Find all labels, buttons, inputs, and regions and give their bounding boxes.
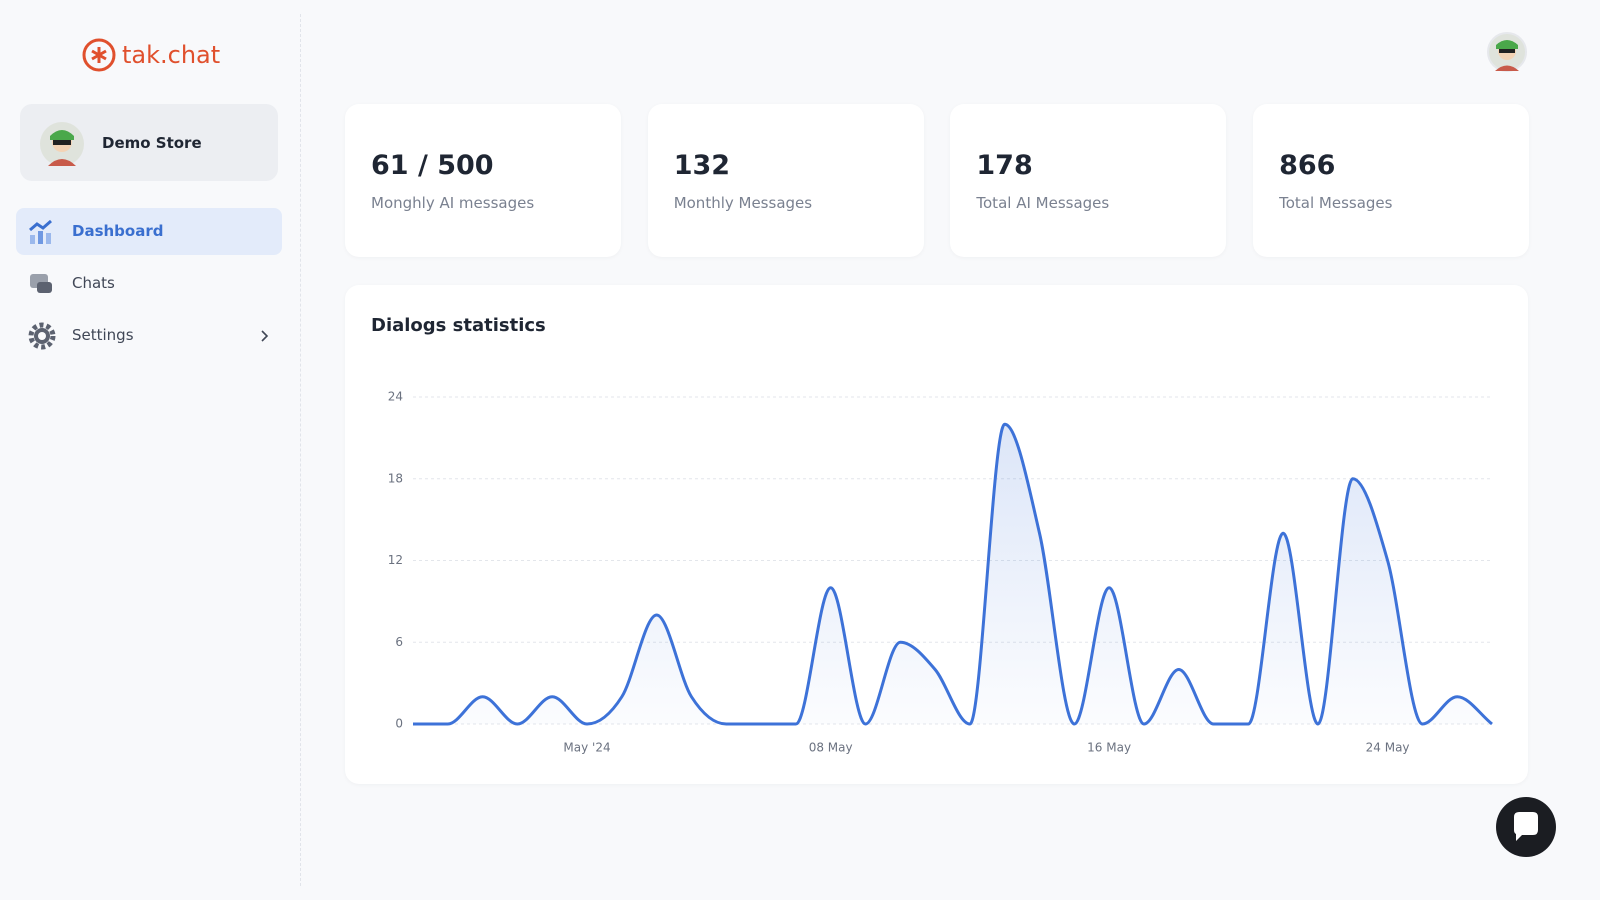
- y-tick-label: 6: [395, 635, 403, 649]
- x-tick-label: 16 May: [1087, 741, 1131, 755]
- stat-card: 132 Monthly Messages: [647, 104, 924, 257]
- stat-label: Total AI Messages: [976, 194, 1110, 212]
- y-tick-label: 18: [388, 471, 403, 485]
- chart: 0 6 12 18 24 May '24 08 May 16 May 24 May: [388, 390, 1493, 755]
- store-card[interactable]: Demo Store: [20, 104, 278, 181]
- stat-value: 61 / 500: [371, 150, 494, 181]
- avatar: [40, 122, 84, 166]
- stat-card: 178 Total AI Messages: [950, 104, 1227, 257]
- chart-title: Dialogs statistics: [371, 315, 546, 336]
- area: [413, 424, 1492, 724]
- nav-label: Settings: [72, 326, 134, 344]
- user-avatar[interactable]: [1487, 32, 1527, 72]
- nav-dashboard[interactable]: Dashboard: [16, 208, 282, 255]
- nav-label: Dashboard: [72, 222, 164, 240]
- nav-label: Chats: [72, 274, 115, 292]
- stat-card: 61 / 500 Monghly AI messages: [345, 104, 621, 257]
- stat-value: 866: [1279, 150, 1336, 181]
- settings-icon: [28, 322, 56, 350]
- chats-icon: [30, 274, 52, 293]
- nav-chats[interactable]: Chats: [16, 260, 282, 307]
- nav-settings[interactable]: Settings: [16, 312, 282, 359]
- chat-widget[interactable]: [1496, 797, 1556, 857]
- y-tick-label: 24: [388, 390, 403, 404]
- stat-value: 178: [976, 150, 1033, 181]
- logo[interactable]: tak.chat: [82, 38, 220, 72]
- dashboard-icon: [29, 219, 52, 244]
- sidebar: [0, 14, 301, 886]
- x-tick-label: May '24: [563, 741, 610, 755]
- y-tick-label: 12: [388, 553, 403, 567]
- y-tick-label: 0: [395, 717, 403, 731]
- chart-card: Dialogs statistics 0 6 12 18 24 May '24 08 May…: [345, 285, 1528, 784]
- stat-card: 866 Total Messages: [1253, 104, 1530, 257]
- stat-label: Total Messages: [1279, 194, 1393, 212]
- logo-icon: [82, 38, 116, 72]
- stat-value: 132: [673, 150, 731, 181]
- x-tick-label: 24 May: [1366, 741, 1410, 755]
- chevron: [261, 330, 269, 342]
- store-name: Demo Store: [102, 134, 202, 152]
- logo-text: tak.chat: [122, 41, 221, 69]
- line: [413, 422, 1493, 726]
- x-tick-label: 08 May: [809, 741, 853, 755]
- stat-label: Monthly Messages: [673, 194, 813, 212]
- stat-label: Monghly AI messages: [371, 194, 535, 212]
